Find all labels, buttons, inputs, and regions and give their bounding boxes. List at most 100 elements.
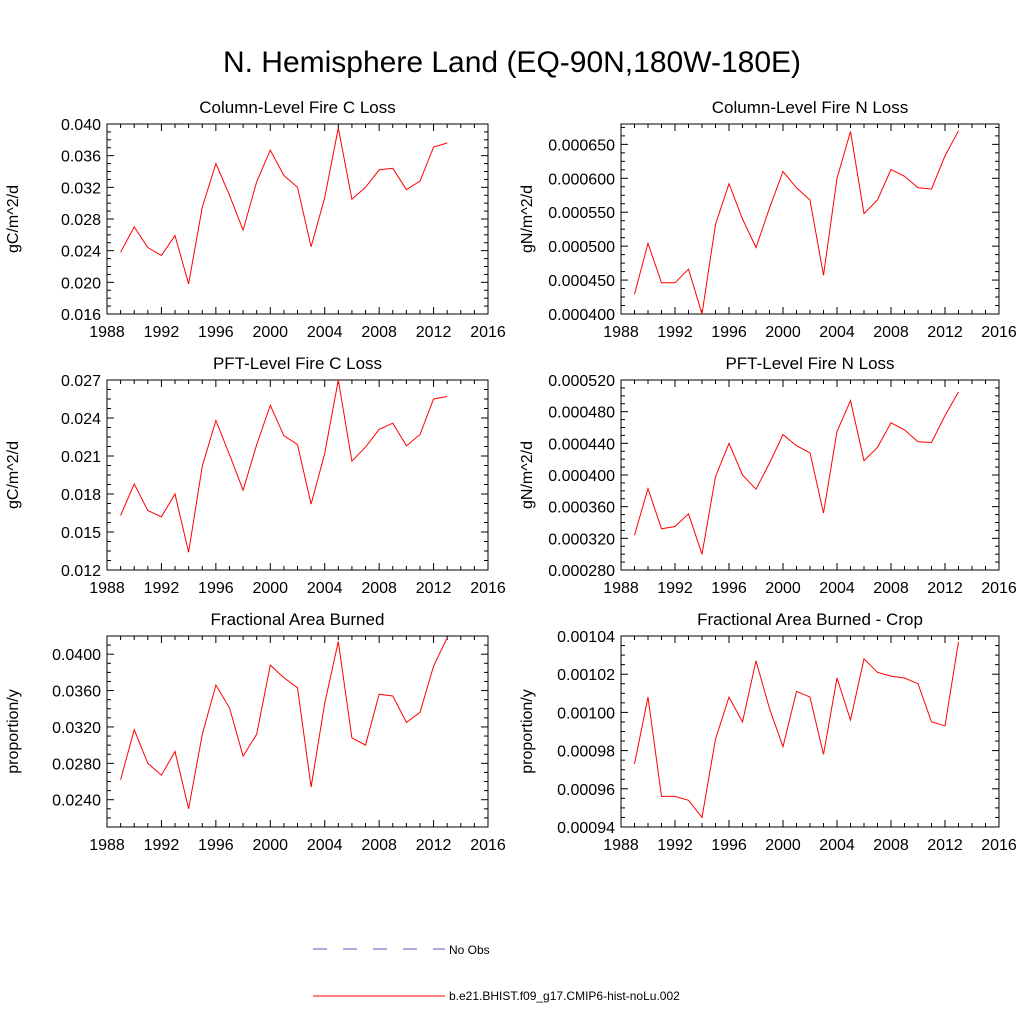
x-tick-label: 2000	[765, 837, 801, 854]
y-tick-label: 0.000520	[548, 373, 615, 390]
x-tick-label: 1996	[711, 837, 747, 854]
x-tick-label: 2008	[361, 580, 397, 597]
y-tick-label: 0.000650	[548, 137, 615, 154]
y-axis-label: proportion/y	[5, 689, 22, 774]
y-tick-label: 0.024	[61, 244, 101, 261]
panels-group: 1988 1992 1996 2000 2004 2008 2012 2016 0.016 0.0…	[5, 98, 1017, 854]
main-title: N. Hemisphere Land (EQ-90N,180W-180E)	[222, 46, 802, 79]
x-tick-label: 2016	[470, 324, 506, 341]
x-tick-label: 1996	[198, 837, 234, 854]
x-tick-label: 2012	[927, 324, 963, 341]
x-tick-label: 2004	[819, 580, 855, 597]
x-tick-label: 1992	[144, 837, 180, 854]
y-tick-label: 0.016	[61, 307, 101, 324]
x-tick-label: 1992	[657, 580, 693, 597]
x-tick-label: 2012	[927, 837, 963, 854]
y-tick-label: 0.018	[61, 487, 101, 504]
x-tick-label: 2012	[927, 580, 963, 597]
chart-panel-4: 1988 1992 1996 2000 2004 2008 2012 2016 0.000280…	[519, 354, 1017, 597]
y-tick-label: 0.0280	[52, 756, 101, 773]
x-tick-label: 1996	[198, 580, 234, 597]
x-tick-label: 1992	[144, 324, 180, 341]
y-tick-label: 0.00102	[557, 667, 615, 684]
y-axis-label: gN/m^2/d	[519, 441, 536, 509]
y-tick-label: 0.000280	[548, 563, 615, 580]
y-tick-label: 0.032	[61, 180, 101, 197]
x-tick-label: 2008	[873, 580, 909, 597]
panel-title: Fractional Area Burned - Crop	[697, 610, 923, 629]
legend-label-model: b.e21.BHIST.f09_g17.CMIP6-hist-noLu.002	[449, 989, 680, 1003]
x-tick-label: 2000	[765, 324, 801, 341]
x-tick-label: 2008	[361, 324, 397, 341]
y-tick-label: 0.015	[61, 525, 101, 542]
series-line	[120, 127, 448, 285]
y-tick-label: 0.000550	[548, 205, 615, 222]
series-line	[634, 391, 959, 555]
series-line	[120, 637, 448, 809]
plot-frame	[106, 379, 489, 571]
y-axis-label: proportion/y	[519, 689, 536, 774]
y-tick-label: 0.012	[61, 563, 101, 580]
x-tick-label: 2000	[252, 580, 288, 597]
y-tick-label: 0.0360	[52, 684, 101, 701]
x-tick-label: 2004	[819, 324, 855, 341]
chart-panel-5: 1988 1992 1996 2000 2004 2008 2012 2016 0.0240 0.…	[5, 610, 506, 854]
x-tick-label: 2012	[416, 837, 452, 854]
panel-title: PFT-Level Fire C Loss	[213, 354, 382, 373]
x-tick-label: 2004	[307, 324, 343, 341]
plot-frame	[620, 123, 1000, 315]
x-tick-label: 1992	[657, 837, 693, 854]
x-tick-label: 1988	[89, 580, 125, 597]
x-tick-label: 2016	[981, 324, 1017, 341]
x-tick-label: 2016	[981, 580, 1017, 597]
y-tick-label: 0.036	[61, 149, 101, 166]
x-tick-label: 1996	[711, 580, 747, 597]
y-tick-label: 0.000440	[548, 436, 615, 453]
y-axis-label: gC/m^2/d	[5, 185, 22, 253]
panel-title: Fractional Area Burned	[211, 610, 385, 629]
series-line	[634, 130, 959, 315]
x-tick-label: 1988	[89, 324, 125, 341]
x-tick-label: 2016	[470, 580, 506, 597]
x-tick-label: 1988	[603, 324, 639, 341]
y-tick-label: 0.028	[61, 212, 101, 229]
y-tick-label: 0.000400	[548, 307, 615, 324]
y-tick-label: 0.000600	[548, 171, 615, 188]
x-tick-label: 2000	[252, 837, 288, 854]
x-tick-label: 1996	[198, 324, 234, 341]
x-tick-label: 1992	[657, 324, 693, 341]
plot-frame	[106, 635, 489, 828]
y-tick-label: 0.00104	[557, 629, 615, 646]
x-tick-label: 1988	[603, 837, 639, 854]
y-tick-label: 0.027	[61, 373, 101, 390]
y-tick-label: 0.040	[61, 117, 101, 134]
series-line	[634, 641, 959, 819]
chart-panel-1: 1988 1992 1996 2000 2004 2008 2012 2016 0.016 0.0…	[5, 98, 506, 341]
y-tick-label: 0.00096	[557, 782, 615, 799]
y-tick-label: 0.0240	[52, 793, 101, 810]
x-tick-label: 2008	[873, 324, 909, 341]
series-line	[120, 379, 448, 553]
y-tick-label: 0.020	[61, 275, 101, 292]
panel-title: Column-Level Fire C Loss	[199, 98, 396, 117]
legend-label-no-obs: No Obs	[449, 943, 490, 957]
y-tick-label: 0.000500	[548, 239, 615, 256]
y-tick-label: 0.00094	[557, 820, 615, 837]
x-tick-label: 2000	[252, 324, 288, 341]
y-axis-label: gN/m^2/d	[519, 185, 536, 253]
chart-panel-3: 1988 1992 1996 2000 2004 2008 2012 2016 0.012 0.0…	[5, 354, 506, 597]
x-tick-label: 2008	[361, 837, 397, 854]
x-tick-label: 2012	[416, 580, 452, 597]
x-tick-label: 2012	[416, 324, 452, 341]
y-tick-label: 0.00098	[557, 744, 615, 761]
x-tick-label: 2004	[307, 580, 343, 597]
y-tick-label: 0.021	[61, 449, 101, 466]
y-tick-label: 0.024	[61, 411, 101, 428]
y-tick-label: 0.000480	[548, 405, 615, 422]
x-tick-label: 2016	[470, 837, 506, 854]
y-tick-label: 0.000320	[548, 531, 615, 548]
x-tick-label: 2004	[819, 837, 855, 854]
y-tick-label: 0.0400	[52, 647, 101, 664]
plot-frame	[620, 635, 1000, 828]
